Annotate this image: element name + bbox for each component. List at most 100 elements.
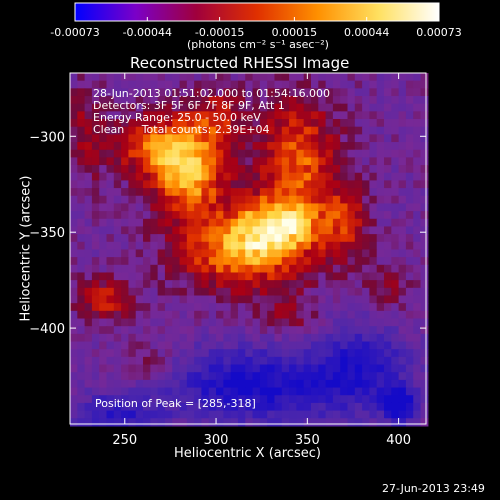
heatmap-cell xyxy=(245,218,254,228)
heatmap-cell xyxy=(172,333,181,343)
heatmap-cell xyxy=(303,333,312,343)
heatmap-cell xyxy=(121,88,130,97)
heatmap-cell xyxy=(77,88,86,97)
heatmap-cell xyxy=(208,203,217,212)
heatmap-cell xyxy=(186,379,195,389)
heatmap-cell xyxy=(259,218,268,228)
heatmap-cell xyxy=(347,379,356,389)
heatmap-cell xyxy=(135,303,144,312)
heatmap-cell xyxy=(186,80,195,89)
heatmap-cell xyxy=(106,103,115,112)
heatmap-cell xyxy=(186,149,195,158)
heatmap-cell xyxy=(186,188,195,197)
heatmap-cell xyxy=(347,157,356,166)
heatmap-cell xyxy=(369,119,378,128)
heatmap-cell xyxy=(318,249,327,258)
heatmap-cell xyxy=(274,226,283,235)
heatmap-cell xyxy=(325,226,334,235)
heatmap-cell xyxy=(157,226,166,235)
heatmap-cell xyxy=(281,257,290,266)
heatmap-cell xyxy=(70,126,78,135)
heatmap-cell xyxy=(113,241,122,251)
heatmap-cell xyxy=(310,134,319,143)
heatmap-cell xyxy=(318,157,327,166)
heatmap-cell xyxy=(369,226,378,235)
heatmap-cell xyxy=(398,295,407,304)
heatmap-cell xyxy=(376,326,385,335)
heatmap-cell xyxy=(172,234,181,243)
heatmap-cell xyxy=(289,303,297,312)
heatmap-cell xyxy=(186,111,195,120)
heatmap-cell xyxy=(70,295,78,304)
heatmap-cell xyxy=(369,280,378,289)
heatmap-cell xyxy=(252,272,261,281)
heatmap-cell xyxy=(84,287,93,297)
heatmap-cell xyxy=(325,341,334,350)
heatmap-cell xyxy=(259,402,268,412)
heatmap-cell xyxy=(230,280,239,289)
heatmap-cell xyxy=(172,119,181,128)
heatmap-cell xyxy=(376,172,385,182)
heatmap-cell xyxy=(325,249,334,258)
heatmap-cell xyxy=(296,119,305,128)
heatmap-cell xyxy=(413,264,422,274)
heatmap-cell xyxy=(252,80,261,89)
heatmap-cell xyxy=(237,364,246,373)
heatmap-cell xyxy=(420,103,429,112)
heatmap-cell xyxy=(113,203,122,212)
heatmap-cell xyxy=(413,149,422,158)
heatmap-cell xyxy=(157,257,166,266)
heatmap-cell xyxy=(99,103,108,112)
heatmap-cell xyxy=(325,295,334,304)
heatmap-cell xyxy=(252,134,261,143)
heatmap-cell xyxy=(164,241,173,251)
heatmap-cell xyxy=(223,326,232,335)
heatmap-cell xyxy=(230,395,239,404)
heatmap-cell xyxy=(121,341,130,350)
heatmap-cell xyxy=(121,134,130,143)
heatmap-cell xyxy=(201,73,210,82)
heatmap-cell xyxy=(106,364,115,373)
heatmap-cell xyxy=(150,126,159,135)
heatmap-cell xyxy=(99,341,108,350)
heatmap-cell xyxy=(135,96,144,105)
heatmap-cell xyxy=(128,180,137,189)
heatmap-cell xyxy=(354,180,363,189)
heatmap-cell xyxy=(267,379,276,389)
heatmap-cell xyxy=(340,103,349,112)
heatmap-cell xyxy=(121,318,130,327)
heatmap-cell xyxy=(384,188,392,197)
heatmap-cell xyxy=(420,234,429,243)
heatmap-cell xyxy=(413,165,422,174)
heatmap-cell xyxy=(223,203,232,212)
heatmap-cell xyxy=(208,234,217,243)
heatmap-cell xyxy=(310,387,319,396)
heatmap-cell xyxy=(420,402,429,412)
heatmap-cell xyxy=(354,157,363,166)
heatmap-cell xyxy=(289,379,297,389)
heatmap-cell xyxy=(289,326,297,335)
heatmap-cell xyxy=(354,111,363,120)
heatmap-cell xyxy=(157,410,166,419)
heatmap-cell xyxy=(420,372,429,381)
heatmap-cell xyxy=(354,211,363,220)
heatmap-cell xyxy=(252,280,261,289)
heatmap-cell xyxy=(362,88,371,97)
heatmap-cell xyxy=(362,172,371,182)
heatmap-cell xyxy=(201,149,210,158)
heatmap-cell xyxy=(281,379,290,389)
heatmap-cell xyxy=(186,280,195,289)
heatmap-cell xyxy=(208,402,217,412)
heatmap-cell xyxy=(369,410,378,419)
heatmap-cell xyxy=(318,264,327,274)
heatmap-cell xyxy=(347,103,356,112)
heatmap-cell xyxy=(289,395,297,404)
heatmap-cell xyxy=(259,333,268,343)
heatmap-cell xyxy=(252,395,261,404)
heatmap-cell xyxy=(274,157,283,166)
heatmap-cell xyxy=(164,172,173,182)
heatmap-cell xyxy=(135,318,144,327)
heatmap-cell xyxy=(157,149,166,158)
heatmap-cell xyxy=(216,111,224,120)
heatmap-cell xyxy=(398,410,407,419)
